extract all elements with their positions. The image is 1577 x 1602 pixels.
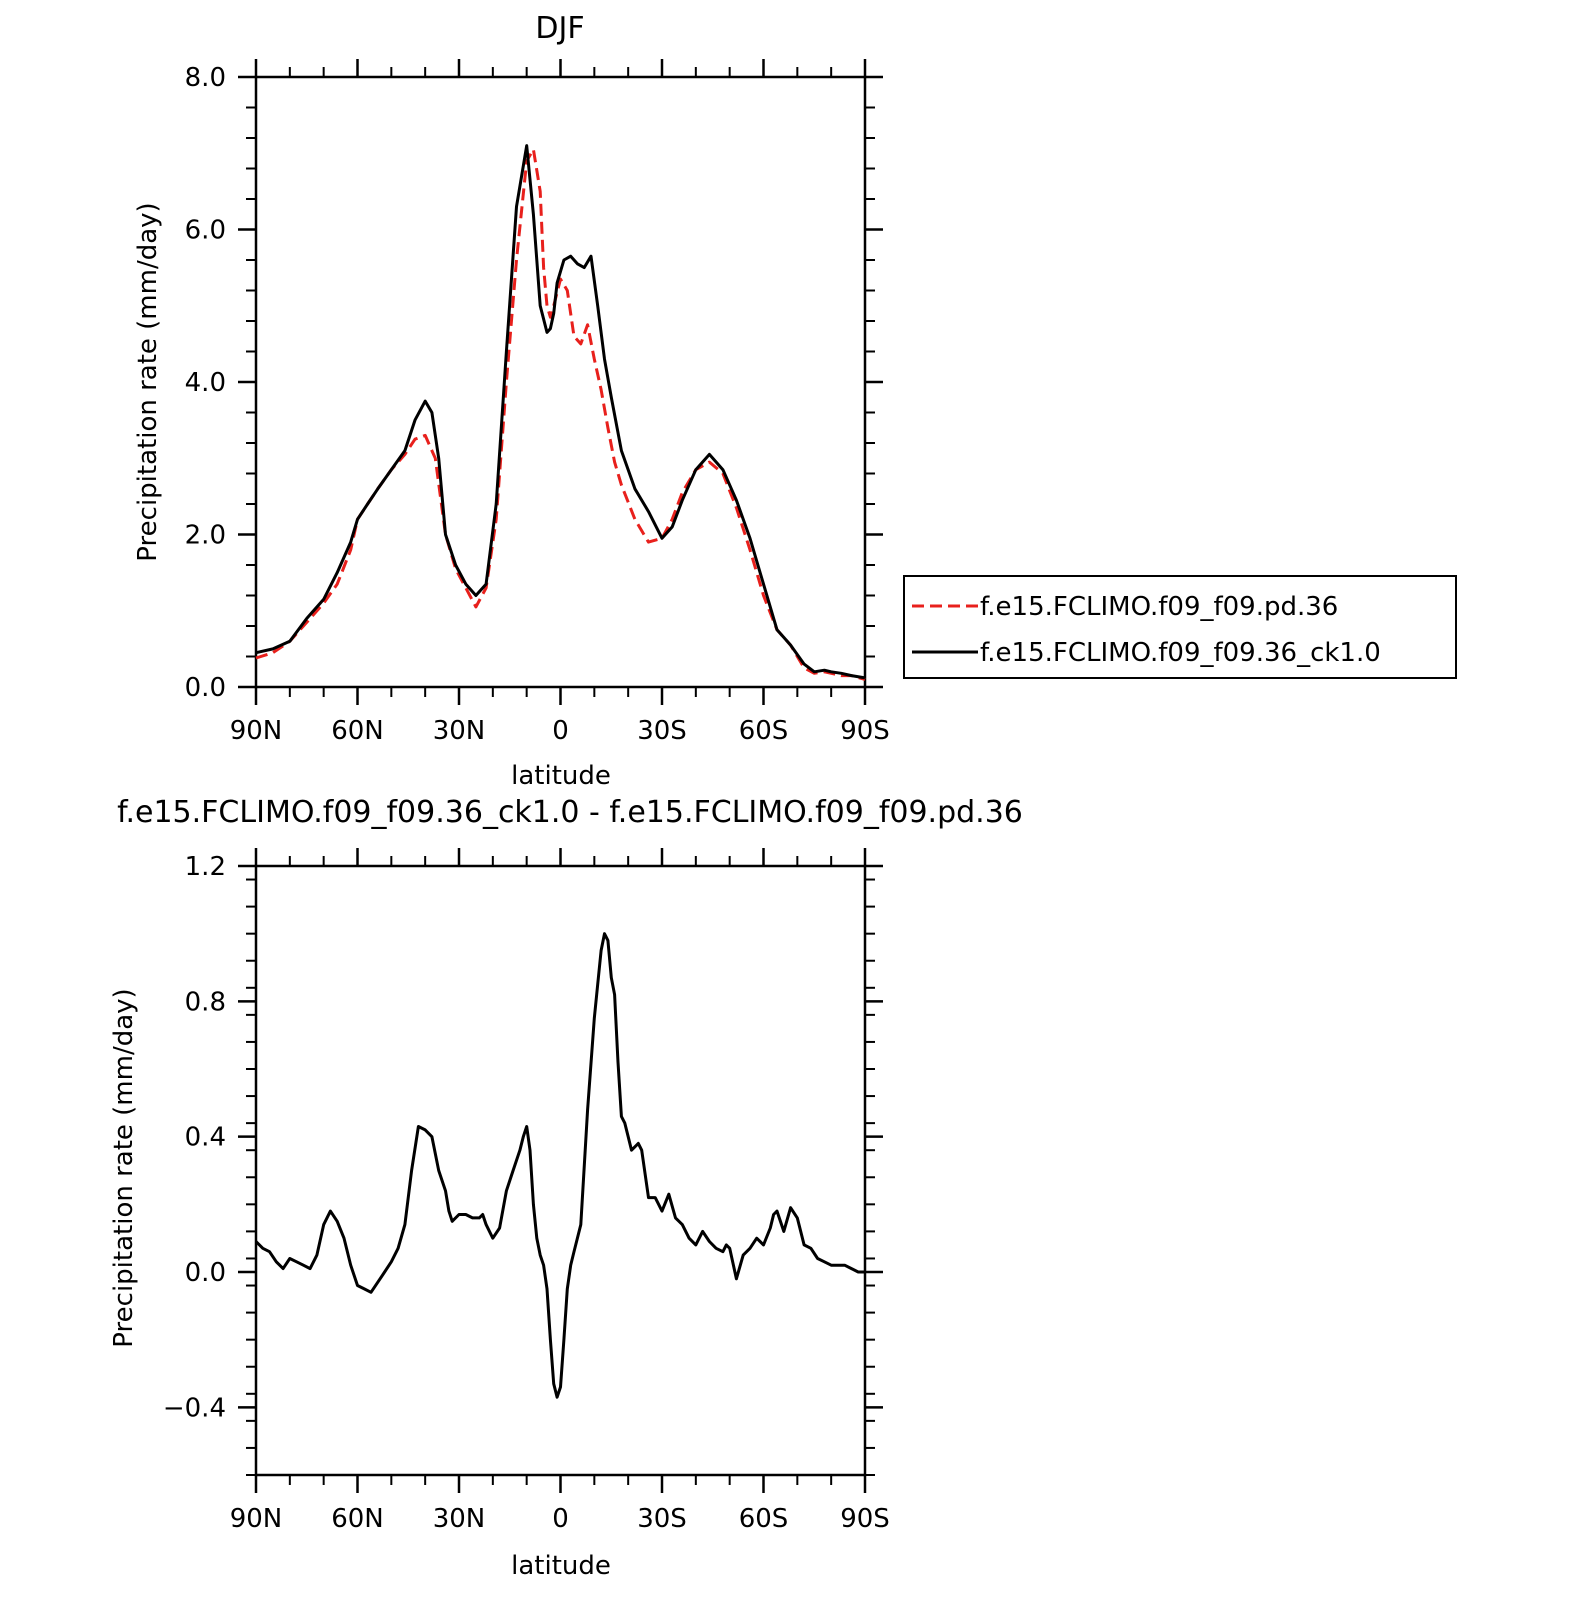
y-tick-label: 0.4	[185, 1123, 226, 1153]
y-tick-label: 4.0	[185, 368, 226, 398]
legend-box	[903, 575, 1457, 679]
x-tick-label: 60S	[739, 716, 789, 746]
top-panel: DJF 0.02.04.06.08.0 90N 60N 30N 0 30S 60S 90S …	[133, 11, 890, 791]
top-y-axis-label: Precipitation rate (mm/day)	[133, 202, 163, 561]
bottom-y-axis-label: Precipitation rate (mm/day)	[109, 988, 139, 1347]
x-tick-label: 30N	[433, 1504, 486, 1534]
y-tick-label: 0.0	[185, 673, 226, 703]
y-tick-label: 0.8	[185, 987, 226, 1017]
top-series-lines	[255, 144, 866, 681]
legend-label-series-2: f.e15.FCLIMO.f09_f09.36_ck1.0	[980, 638, 1381, 668]
series-line-1	[254, 932, 865, 1399]
bottom-chart-title: f.e15.FCLIMO.f09_f09.36_ck1.0 - f.e15.FC…	[117, 795, 1023, 830]
top-plot-frame	[254, 75, 867, 689]
y-tick-label: 2.0	[185, 521, 226, 551]
x-tick-label: 30S	[637, 716, 687, 746]
x-tick-label: 60N	[331, 716, 384, 746]
top-chart-title: DJF	[535, 11, 584, 46]
x-tick-label: 90S	[840, 716, 890, 746]
x-tick-label: 90S	[840, 1504, 890, 1534]
y-tick-label: −0.4	[163, 1393, 226, 1423]
x-tick-label: 0	[552, 716, 569, 746]
top-y-ticks: 0.0 2.0 4.0 6.0 8.0	[185, 63, 883, 703]
y-tick-label: 0.0	[185, 1258, 226, 1288]
x-tick-label: 60N	[331, 1504, 384, 1534]
x-tick-label: 90N	[230, 716, 283, 746]
bottom-panel: f.e15.FCLIMO.f09_f09.36_ck1.0 - f.e15.FC…	[109, 795, 1023, 1581]
top-x-axis-label: latitude	[511, 761, 611, 791]
legend: f.e15.FCLIMO.f09_f09.pd.36 f.e15.FCLIMO.…	[903, 575, 1457, 679]
x-tick-label: 30N	[433, 716, 486, 746]
y-tick-label: 8.0	[185, 63, 226, 93]
x-tick-label: 90N	[230, 1504, 283, 1534]
legend-label-series-1: f.e15.FCLIMO.f09_f09.pd.36	[980, 592, 1338, 622]
top-x-ticks: 90N 60N 30N 0 30S 60S 90S	[230, 59, 890, 746]
y-tick-label: 1.2	[185, 852, 226, 882]
x-tick-label: 60S	[739, 1504, 789, 1534]
series-line-1	[255, 147, 866, 681]
x-tick-label: 30S	[637, 1504, 687, 1534]
y-tick-label: 6.0	[185, 216, 226, 246]
x-tick-label: 0	[552, 1504, 569, 1534]
bottom-y-ticks: −0.4 0.0 0.4 0.8 1.2	[163, 852, 883, 1476]
series-line-2	[255, 144, 866, 680]
bottom-series-lines	[254, 932, 865, 1399]
bottom-x-axis-label: latitude	[511, 1551, 611, 1581]
bottom-x-ticks: 90N 60N 30N 0 30S 60S 90S	[230, 848, 890, 1534]
